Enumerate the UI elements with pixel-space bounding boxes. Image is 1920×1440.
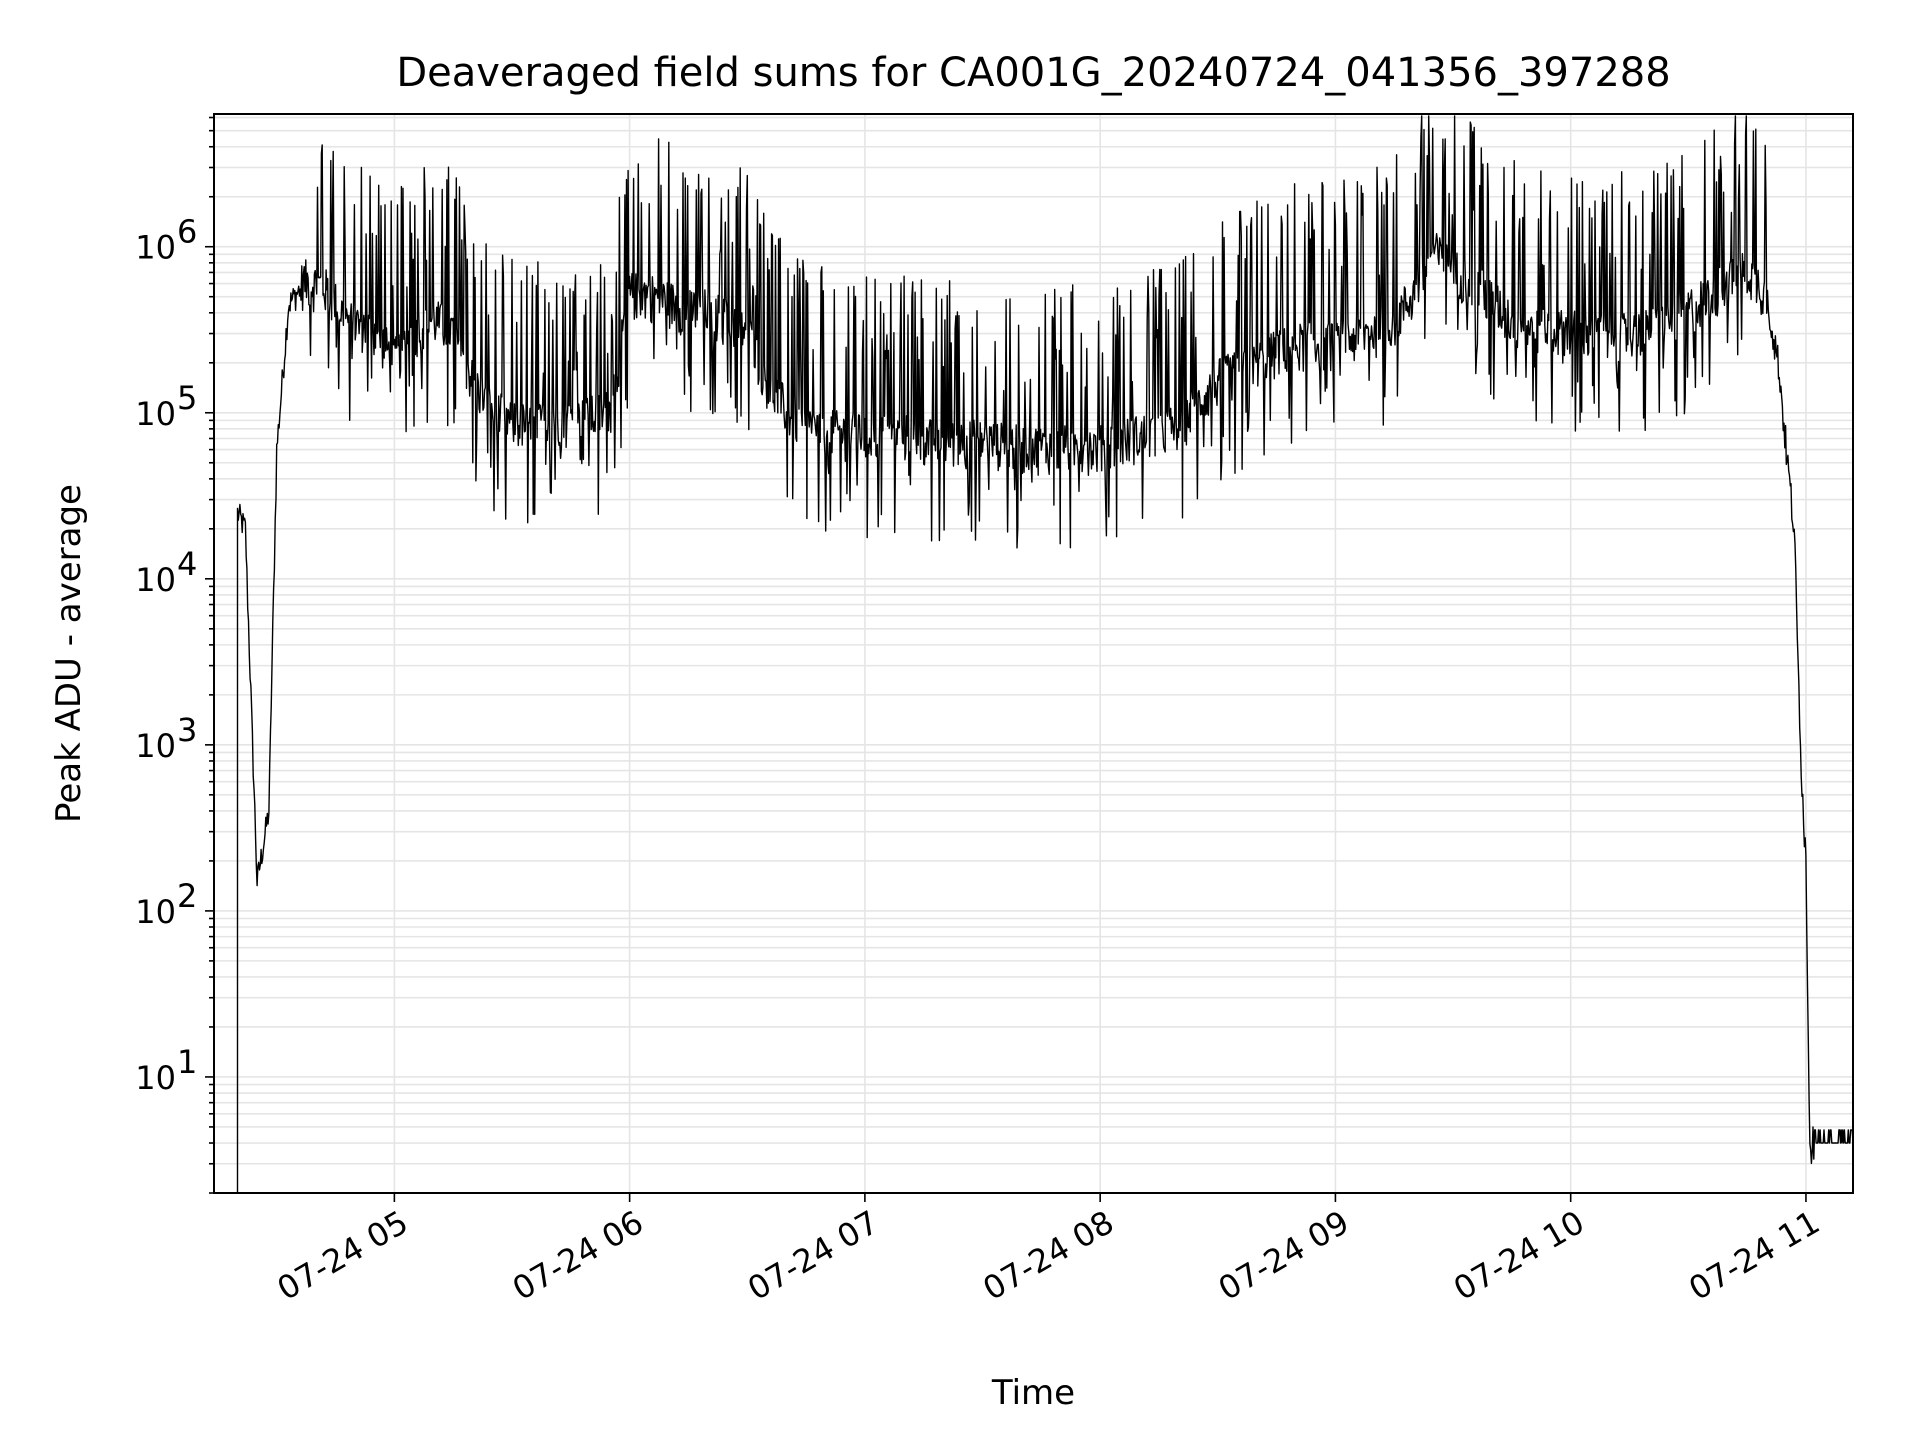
plot-frame — [213, 113, 1854, 1194]
y-tick-label-exponent: 2 — [177, 877, 197, 915]
y-tick-label: 10 — [135, 395, 176, 433]
y-axis-label: Peak ADU - average — [49, 484, 89, 823]
chart-title: Deaveraged field sums for CA001G_2024072… — [396, 50, 1670, 96]
y-tick-label-exponent: 5 — [177, 379, 197, 417]
series-line — [236, 115, 1854, 1193]
data-series — [236, 115, 1854, 1193]
y-tick-label-exponent: 3 — [177, 711, 197, 749]
y-tick-label-exponent: 1 — [177, 1043, 197, 1081]
x-axis-label: Time — [991, 1373, 1075, 1413]
y-tick-label-exponent: 6 — [177, 213, 197, 251]
y-tick-label-exponent: 4 — [177, 545, 197, 583]
y-tick-label: 10 — [135, 561, 176, 599]
y-tick-label: 10 — [135, 229, 176, 267]
y-tick-label: 10 — [135, 1059, 176, 1097]
y-tick-label: 10 — [135, 727, 176, 765]
y-tick-label: 10 — [135, 893, 176, 931]
